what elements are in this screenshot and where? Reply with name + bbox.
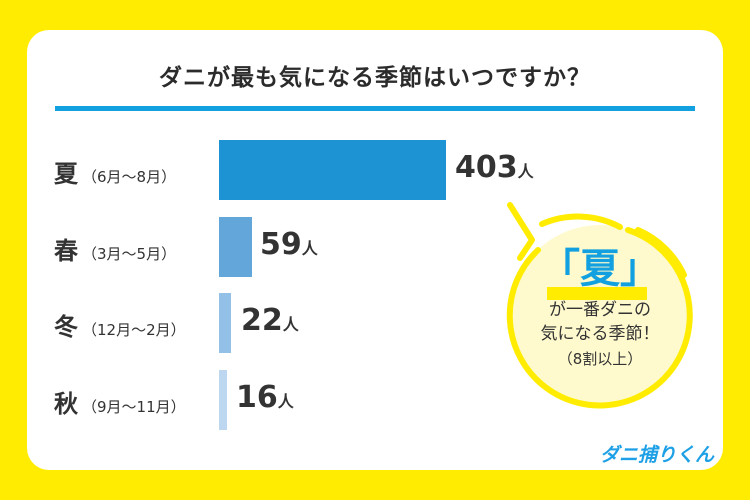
season-name: 冬 xyxy=(54,313,78,341)
bar-row-spring: 春（3月〜5月） 59人 xyxy=(27,217,723,277)
category-label: 夏（6月〜8月） xyxy=(54,154,176,189)
callout-highlight: 「夏」 xyxy=(540,246,660,292)
callout-bubble-icon xyxy=(506,202,693,409)
value-unit: 人 xyxy=(277,392,294,411)
season-name: 秋 xyxy=(54,390,78,418)
callout-line1: が一番ダニの xyxy=(549,300,651,320)
season-months: （6月〜8月） xyxy=(82,168,177,186)
category-label: 冬（12月〜2月） xyxy=(54,307,186,342)
bar-autumn xyxy=(219,370,227,430)
bar-winter xyxy=(219,293,231,353)
value-label: 22人 xyxy=(241,303,299,338)
season-months: （9月〜11月） xyxy=(82,398,186,416)
bar-spring xyxy=(219,217,252,277)
chart-title: ダニが最も気になる季節はいつですか？ xyxy=(159,65,591,91)
value-label: 59人 xyxy=(260,227,318,262)
category-label: 春（3月〜5月） xyxy=(54,231,176,266)
value-number: 403 xyxy=(455,150,518,185)
callout-text: 「夏」 が一番ダニの 気になる季節！ （8割以上） xyxy=(480,236,720,369)
value-number: 22 xyxy=(241,303,283,338)
season-name: 夏 xyxy=(54,160,78,188)
bar-row-summer: 夏（6月〜8月） 403人 xyxy=(27,140,723,200)
value-label: 403人 xyxy=(455,150,534,185)
season-months: （3月〜5月） xyxy=(82,245,177,263)
bar-summer xyxy=(219,140,446,200)
value-number: 16 xyxy=(236,380,278,415)
brand-logo: ダニ捕りくん xyxy=(600,444,715,466)
value-label: 16人 xyxy=(236,380,294,415)
value-unit: 人 xyxy=(282,315,299,334)
value-number: 59 xyxy=(260,227,302,262)
season-months: （12月〜2月） xyxy=(82,321,186,339)
season-name: 春 xyxy=(54,237,78,265)
callout-line2: 気になる季節！ xyxy=(540,324,660,344)
bar-row-autumn: 秋（9月〜11月） 16人 xyxy=(27,370,723,430)
bar-row-winter: 冬（12月〜2月） 22人 xyxy=(27,293,723,353)
value-unit: 人 xyxy=(517,162,534,181)
title-underline xyxy=(55,106,695,111)
value-unit: 人 xyxy=(301,239,318,258)
callout-line3: （8割以上） xyxy=(557,350,643,368)
highlight-bar xyxy=(547,287,647,300)
category-label: 秋（9月〜11月） xyxy=(54,384,186,419)
